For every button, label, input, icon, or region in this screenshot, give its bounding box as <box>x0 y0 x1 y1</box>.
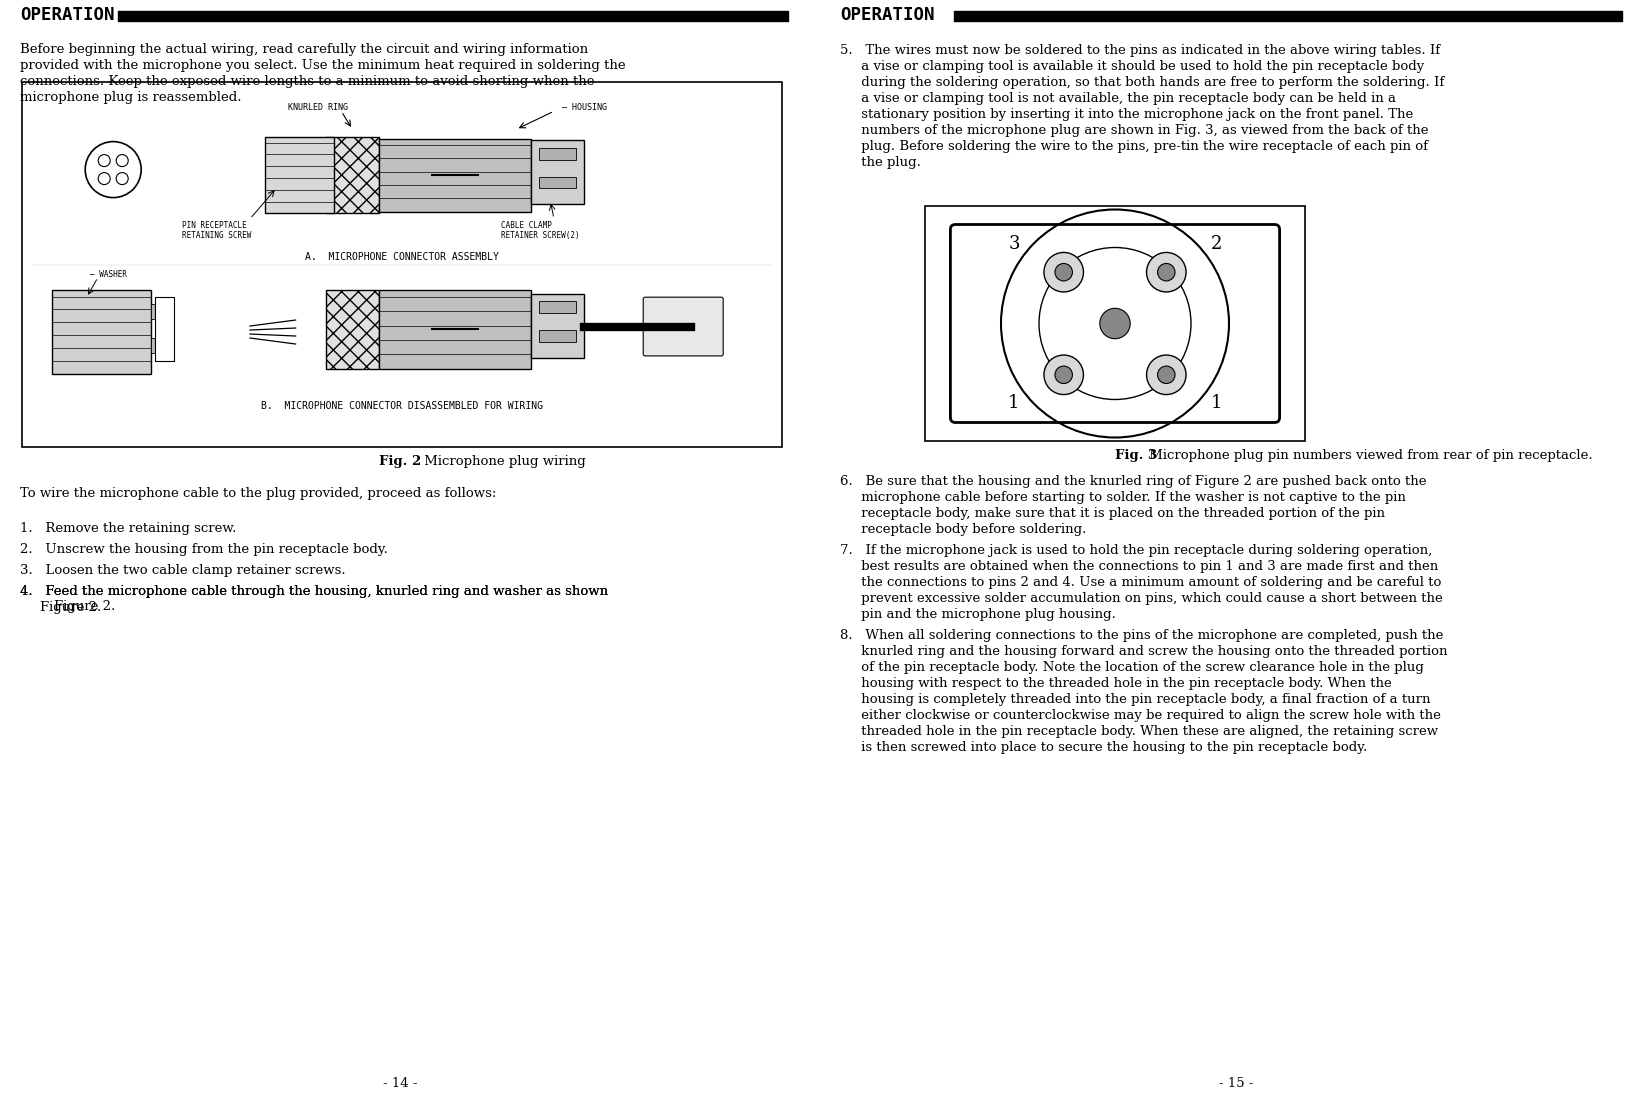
Text: A.  MICROPHONE CONNECTOR ASSEMBLY: A. MICROPHONE CONNECTOR ASSEMBLY <box>304 252 499 262</box>
Bar <box>540 301 576 313</box>
Circle shape <box>1044 253 1083 292</box>
Bar <box>380 290 532 368</box>
Text: connections. Keep the exposed wire lengths to a minimum to avoid shorting when t: connections. Keep the exposed wire lengt… <box>20 75 594 88</box>
Text: 3.   Loosen the two cable clamp retainer screws.: 3. Loosen the two cable clamp retainer s… <box>20 564 345 577</box>
Text: Fig. 2: Fig. 2 <box>380 455 420 468</box>
Bar <box>380 138 532 212</box>
Circle shape <box>1099 309 1130 338</box>
FancyBboxPatch shape <box>643 297 723 356</box>
Text: plug. Before soldering the wire to the pins, pre-tin the wire receptacle of each: plug. Before soldering the wire to the p… <box>839 140 1428 153</box>
Bar <box>52 290 151 374</box>
Text: either clockwise or counterclockwise may be required to align the screw hole wit: either clockwise or counterclockwise may… <box>839 709 1441 722</box>
Text: a vise or clamping tool is available it should be used to hold the pin receptacl: a vise or clamping tool is available it … <box>839 60 1425 73</box>
Text: - 15 -: - 15 - <box>1219 1077 1253 1090</box>
Circle shape <box>1158 264 1175 281</box>
Text: 1: 1 <box>1211 393 1222 412</box>
Text: 4.   Feed the microphone cable through the housing, knurled ring and washer as s: 4. Feed the microphone cable through the… <box>20 585 609 613</box>
Text: numbers of the microphone plug are shown in Fig. 3, as viewed from the back of t: numbers of the microphone plug are shown… <box>839 124 1428 137</box>
Circle shape <box>1055 366 1073 384</box>
Text: 6.   Be sure that the housing and the knurled ring of Figure 2 are pushed back o: 6. Be sure that the housing and the knur… <box>839 475 1427 488</box>
Bar <box>21 82 782 447</box>
Text: - 14 -: - 14 - <box>383 1077 417 1090</box>
Text: KNURLED RING: KNURLED RING <box>288 103 348 112</box>
Text: is then screwed into place to secure the housing to the pin receptacle body.: is then screwed into place to secure the… <box>839 741 1368 754</box>
Text: provided with the microphone you select. Use the minimum heat required in solder: provided with the microphone you select.… <box>20 59 625 73</box>
Text: of the pin receptacle body. Note the location of the screw clearance hole in the: of the pin receptacle body. Note the loc… <box>839 660 1423 674</box>
Text: a vise or clamping tool is not available, the pin receptacle body can be held in: a vise or clamping tool is not available… <box>839 92 1396 106</box>
Bar <box>540 177 576 188</box>
Text: best results are obtained when the connections to pin 1 and 3 are made first and: best results are obtained when the conne… <box>839 560 1438 573</box>
Text: 2: 2 <box>1211 235 1222 253</box>
Text: the connections to pins 2 and 4. Use a minimum amount of soldering and be carefu: the connections to pins 2 and 4. Use a m… <box>839 576 1441 589</box>
Text: Before beginning the actual wiring, read carefully the circuit and wiring inform: Before beginning the actual wiring, read… <box>20 43 587 56</box>
Bar <box>326 290 380 368</box>
Circle shape <box>85 142 141 198</box>
Bar <box>326 136 380 213</box>
Bar <box>532 293 584 357</box>
Text: receptacle body, make sure that it is placed on the threaded portion of the pin: receptacle body, make sure that it is pl… <box>839 507 1386 520</box>
Bar <box>924 206 1306 441</box>
Text: Microphone plug wiring: Microphone plug wiring <box>420 455 586 468</box>
Text: knurled ring and the housing forward and screw the housing onto the threaded por: knurled ring and the housing forward and… <box>839 645 1448 658</box>
Text: 8.   When all soldering connections to the pins of the microphone are completed,: 8. When all soldering connections to the… <box>839 629 1443 642</box>
Circle shape <box>1158 366 1175 384</box>
Bar <box>540 148 576 159</box>
Text: PIN RECEPTACLE: PIN RECEPTACLE <box>182 221 247 230</box>
Text: — WASHER: — WASHER <box>90 270 128 279</box>
Text: housing with respect to the threaded hole in the pin receptacle body. When the: housing with respect to the threaded hol… <box>839 677 1392 690</box>
Text: RETAINING SCREW: RETAINING SCREW <box>182 231 250 240</box>
Bar <box>155 298 173 362</box>
Bar <box>265 136 334 213</box>
Text: Figure 2.: Figure 2. <box>39 601 101 614</box>
Circle shape <box>1147 355 1186 395</box>
Text: 2.   Unscrew the housing from the pin receptacle body.: 2. Unscrew the housing from the pin rece… <box>20 543 388 556</box>
Bar <box>532 141 584 204</box>
Text: — HOUSING: — HOUSING <box>561 103 607 112</box>
Circle shape <box>1055 264 1073 281</box>
Text: Fig. 3: Fig. 3 <box>1116 449 1157 462</box>
Bar <box>151 304 164 320</box>
Text: receptacle body before soldering.: receptacle body before soldering. <box>839 523 1086 536</box>
Text: OPERATION: OPERATION <box>20 5 115 24</box>
Text: 5.   The wires must now be soldered to the pins as indicated in the above wiring: 5. The wires must now be soldered to the… <box>839 44 1440 57</box>
Text: To wire the microphone cable to the plug provided, proceed as follows:: To wire the microphone cable to the plug… <box>20 487 496 500</box>
Text: microphone cable before starting to solder. If the washer is not captive to the : microphone cable before starting to sold… <box>839 491 1405 504</box>
Text: 3: 3 <box>1008 235 1019 253</box>
Text: 7.   If the microphone jack is used to hold the pin receptacle during soldering : 7. If the microphone jack is used to hol… <box>839 544 1432 557</box>
Text: stationary position by inserting it into the microphone jack on the front panel.: stationary position by inserting it into… <box>839 108 1414 121</box>
Text: housing is completely threaded into the pin receptacle body, a final fraction of: housing is completely threaded into the … <box>839 693 1430 706</box>
Circle shape <box>1147 253 1186 292</box>
Text: RETAINER SCREW(2): RETAINER SCREW(2) <box>501 231 579 240</box>
Text: threaded hole in the pin receptacle body. When these are aligned, the retaining : threaded hole in the pin receptacle body… <box>839 725 1438 739</box>
Text: 4.   Feed the microphone cable through the housing, knurled ring and washer as s: 4. Feed the microphone cable through the… <box>20 585 609 598</box>
Circle shape <box>1044 355 1083 395</box>
Text: OPERATION: OPERATION <box>839 5 934 24</box>
Text: B.  MICROPHONE CONNECTOR DISASSEMBLED FOR WIRING: B. MICROPHONE CONNECTOR DISASSEMBLED FOR… <box>262 401 543 411</box>
Text: the plug.: the plug. <box>839 156 921 169</box>
Text: pin and the microphone plug housing.: pin and the microphone plug housing. <box>839 608 1116 621</box>
Text: prevent excessive solder accumulation on pins, which could cause a short between: prevent excessive solder accumulation on… <box>839 592 1443 606</box>
Text: 1: 1 <box>1008 393 1019 412</box>
Bar <box>540 330 576 342</box>
Text: microphone plug is reassembled.: microphone plug is reassembled. <box>20 91 242 104</box>
Text: 1.   Remove the retaining screw.: 1. Remove the retaining screw. <box>20 522 236 535</box>
Text: during the soldering operation, so that both hands are free to perform the solde: during the soldering operation, so that … <box>839 76 1445 89</box>
Bar <box>151 337 164 353</box>
Text: CABLE CLAMP: CABLE CLAMP <box>501 221 551 230</box>
Text: Microphone plug pin numbers viewed from rear of pin receptacle.: Microphone plug pin numbers viewed from … <box>1145 449 1592 462</box>
